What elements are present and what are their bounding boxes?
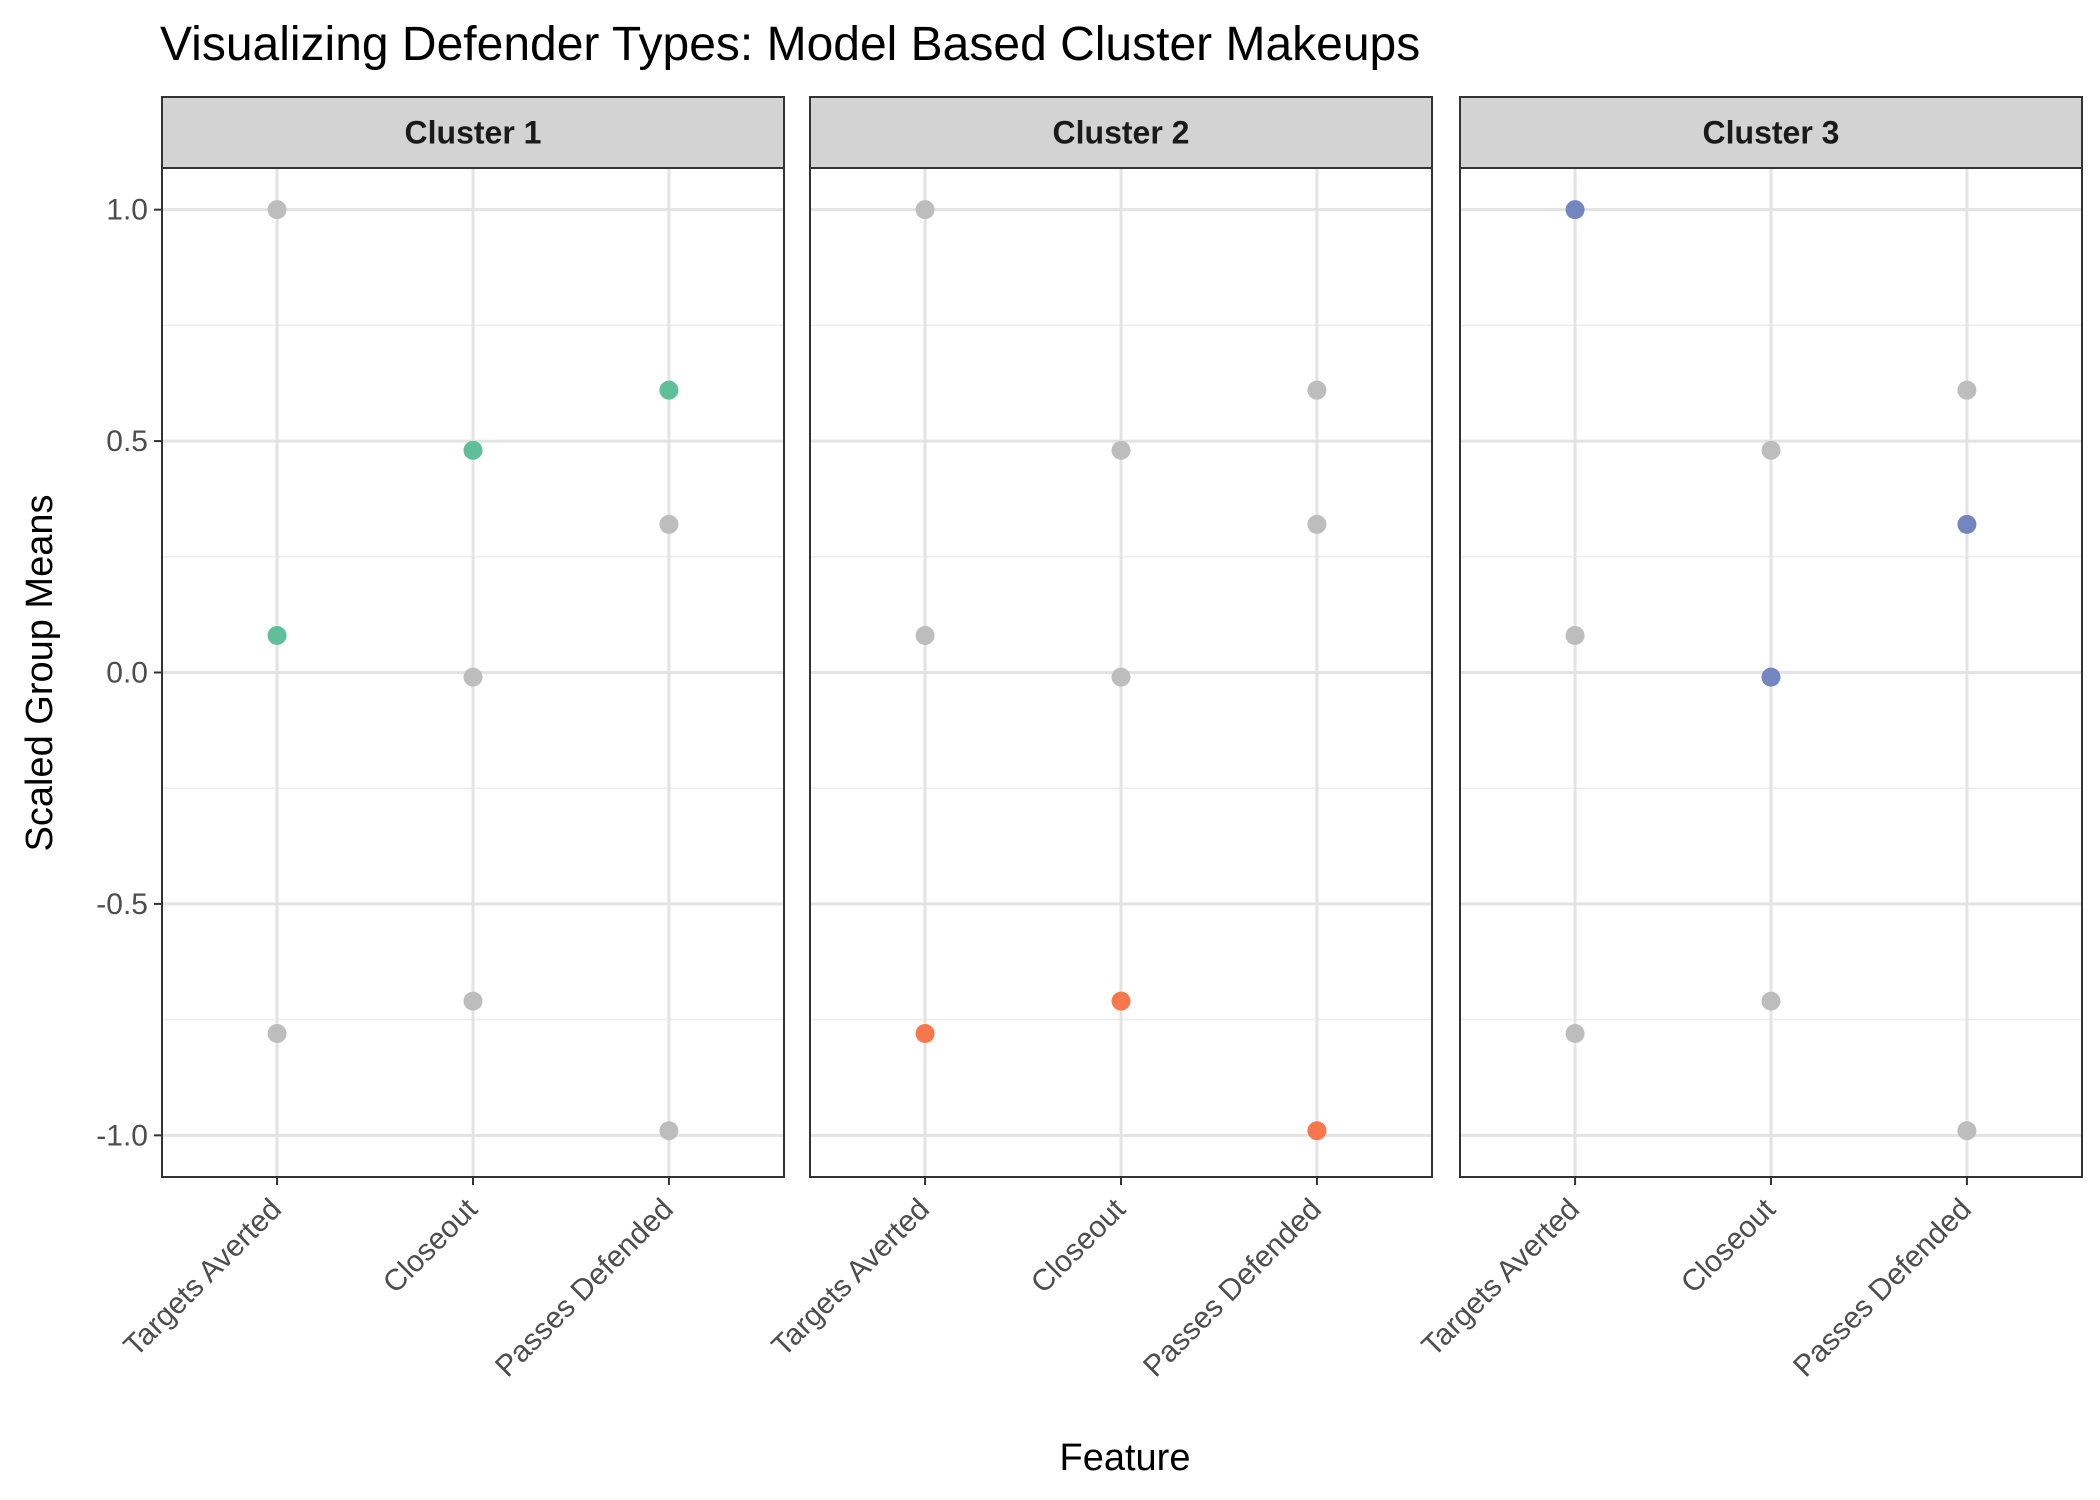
chart-title: Visualizing Defender Types: Model Based … [160,18,1420,71]
background-point [1565,625,1585,645]
x-tick-label: Passes Defended [489,1193,680,1384]
facet-panel-3: Cluster 3 Targets Averted Closeout Passes D… [1416,96,2083,1384]
background-point [915,200,935,220]
background-point [1307,380,1327,400]
y-tick-label: 1.0 [106,194,148,227]
data-point [1565,200,1585,220]
x-tick-label: Passes Defended [1137,1193,1328,1384]
strip-label: Cluster 2 [1053,115,1190,151]
data-point [1761,667,1781,687]
x-axis-title: Feature [1060,1437,1191,1479]
background-point [463,991,483,1011]
data-point [463,440,483,460]
x-tick-label: Passes Defended [1787,1193,1978,1384]
y-tick-label: 0.5 [106,425,148,458]
background-point [659,514,679,534]
background-point [1111,440,1131,460]
background-point [267,200,287,220]
background-point [659,1121,679,1141]
background-point [1111,667,1131,687]
background-point [463,667,483,687]
facet-panel-1: Cluster 1 Targets Averted Closeout Passes D… [118,96,785,1384]
data-point [659,380,679,400]
background-point [1307,514,1327,534]
background-point [1957,1121,1977,1141]
background-point [1565,1024,1585,1044]
data-point [1957,514,1977,534]
data-point [1307,1121,1327,1141]
data-point [915,1024,935,1044]
y-tick-label: -1.0 [96,1119,148,1152]
data-point [267,625,287,645]
x-tick-label: Targets Averted [118,1193,288,1363]
y-axis-title: Scaled Group Means [19,495,61,852]
background-point [1761,440,1781,460]
background-point [915,625,935,645]
x-tick-label: Closeout [1025,1192,1133,1300]
x-tick-label: Targets Averted [1416,1193,1586,1363]
facet-panel-2: Cluster 2 Targets Averted Closeout Passes D… [766,96,1433,1384]
strip-label: Cluster 1 [405,115,542,151]
y-tick-label: 0.0 [106,657,148,690]
strip-background [809,96,1433,169]
y-axis: 1.0 0.5 0.0 -0.5 -1.0 [96,194,162,1152]
x-tick-label: Closeout [1675,1192,1783,1300]
background-point [1761,991,1781,1011]
x-tick-label: Closeout [377,1192,485,1300]
y-tick-label: -0.5 [96,888,148,921]
x-tick-label: Targets Averted [766,1193,936,1363]
background-point [1957,380,1977,400]
data-point [1111,991,1131,1011]
background-point [267,1024,287,1044]
strip-background [161,96,785,169]
strip-label: Cluster 3 [1703,115,1840,151]
